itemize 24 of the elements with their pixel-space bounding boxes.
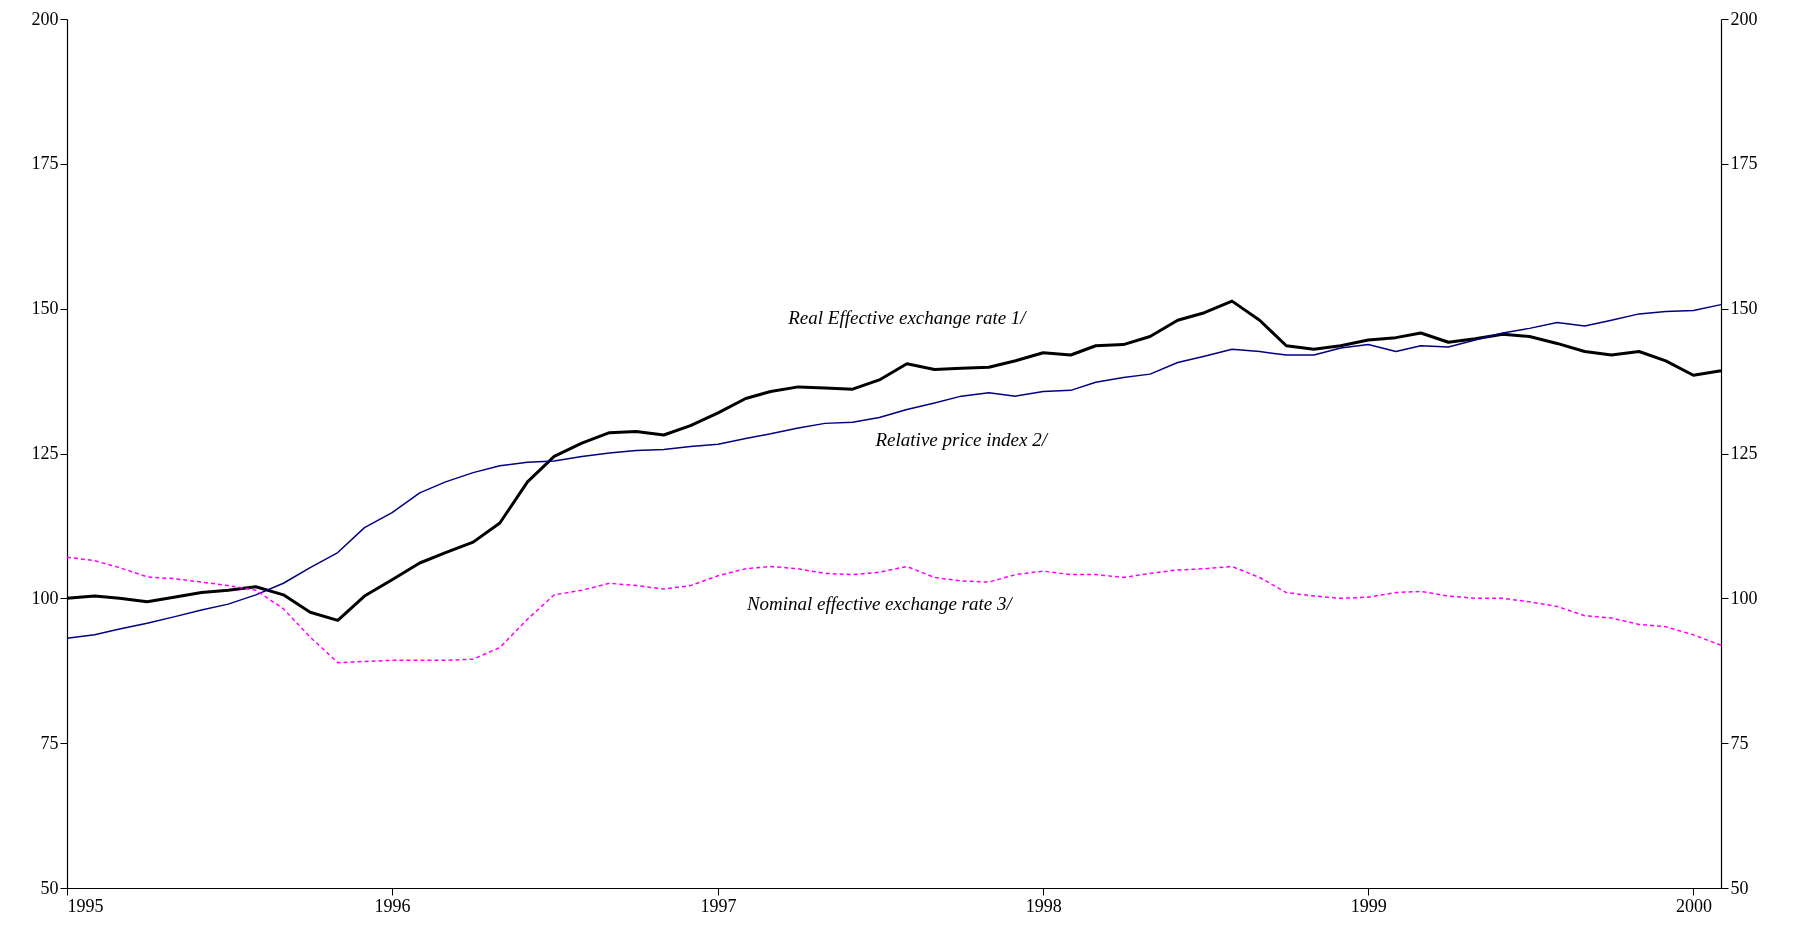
x-tick-label: 2000: [1675, 895, 1712, 916]
y2-tick-label: 100: [1730, 587, 1758, 608]
y2-tick-label: 50: [1730, 877, 1749, 898]
x-tick-label: 1998: [1025, 895, 1062, 916]
y-tick-label: 100: [31, 587, 59, 608]
y2-tick-label: 75: [1730, 732, 1749, 753]
y-tick-label: 125: [31, 443, 59, 463]
x-tick-label: 1995: [67, 895, 104, 916]
series-label: Relative price index 2/: [874, 429, 1049, 451]
y-tick-label: 50: [40, 877, 59, 898]
y2-tick-label: 125: [1730, 443, 1758, 463]
x-tick-label: 1999: [1350, 895, 1387, 916]
y-tick-label: 200: [31, 8, 59, 29]
x-tick-label: 1996: [374, 895, 411, 916]
series-label: Real Effective exchange rate 1/: [787, 306, 1028, 328]
y-tick-label: 75: [40, 732, 59, 753]
line-series: [66, 556, 1722, 664]
y2-tick-label: 150: [1730, 298, 1758, 319]
series-label: Nominal effective exchange rate 3/: [745, 593, 1014, 615]
y-tick-label: 150: [31, 298, 59, 319]
y-tick-label: 175: [31, 153, 59, 174]
y2-tick-label: 200: [1730, 8, 1758, 29]
x-tick-label: 1997: [700, 895, 737, 916]
y2-tick-label: 175: [1730, 153, 1758, 174]
